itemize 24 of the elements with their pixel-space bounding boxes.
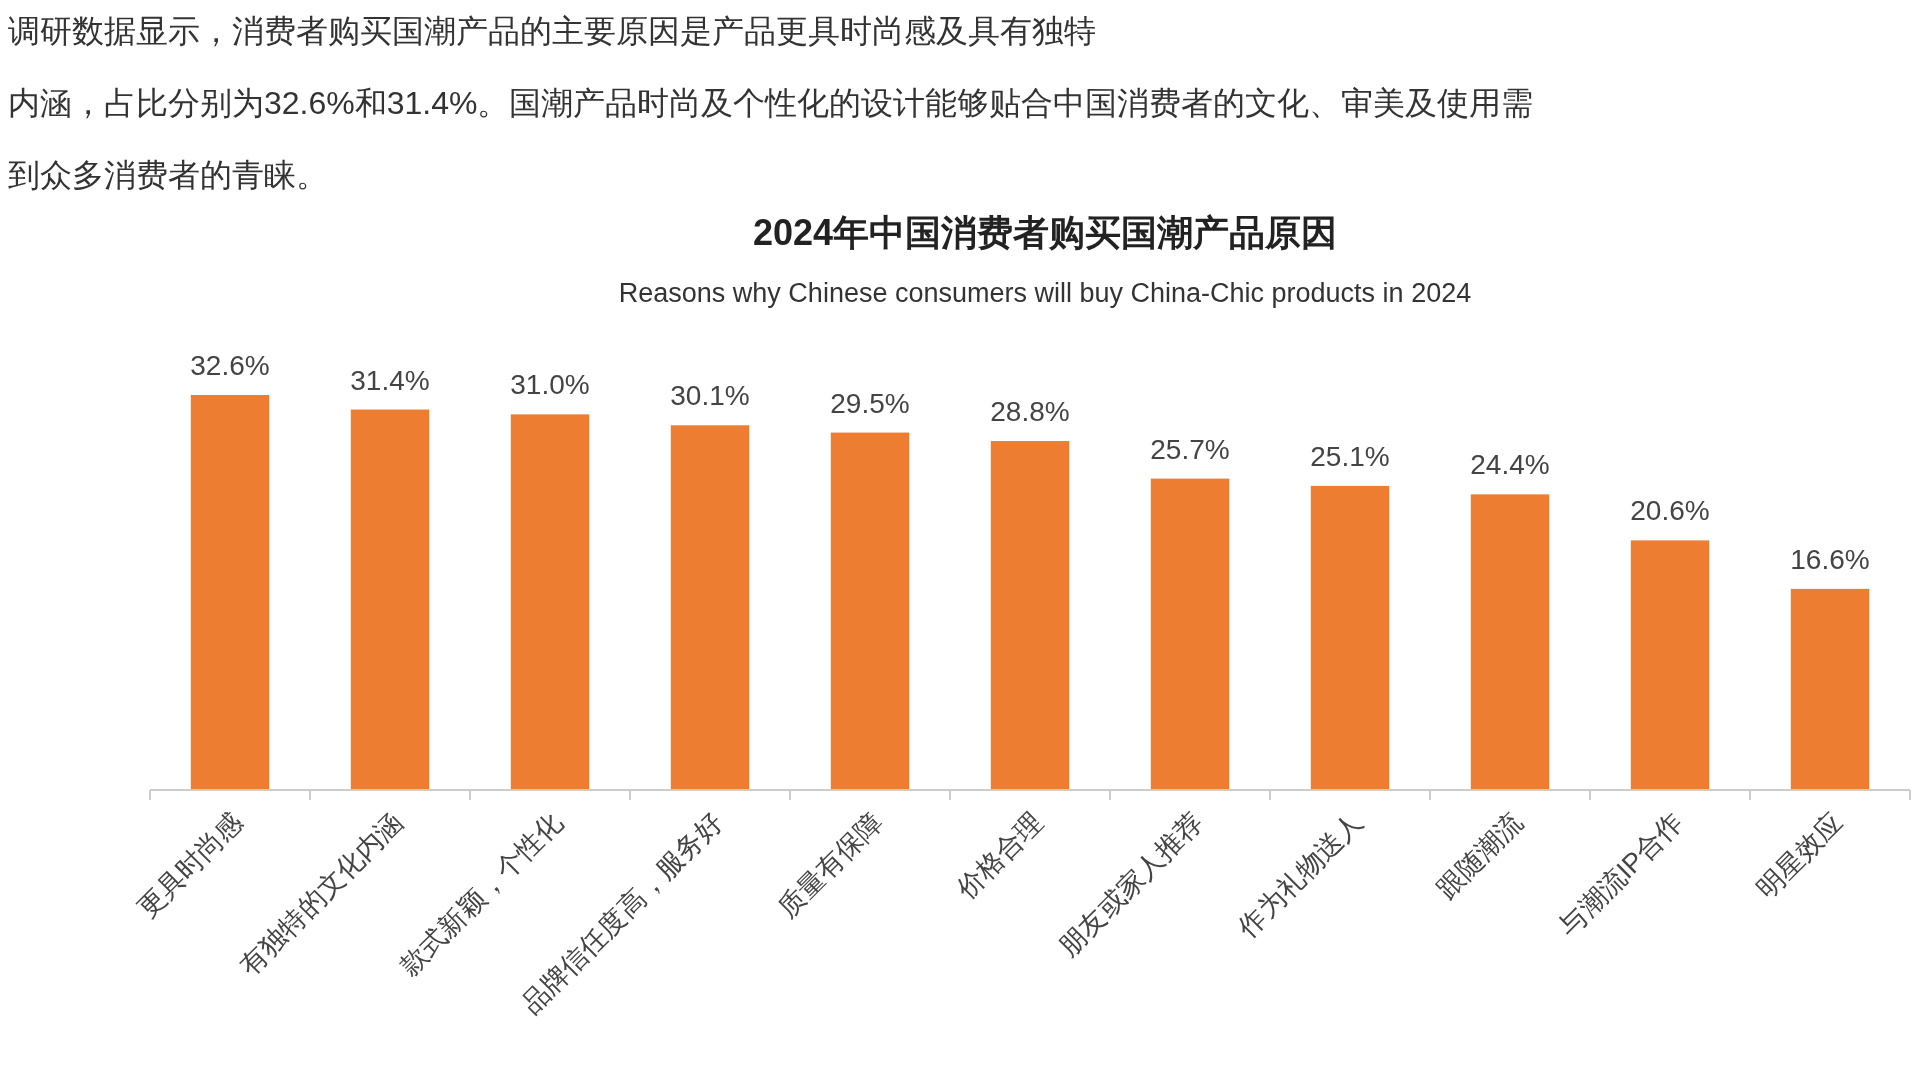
x-tick-label: 朋友或家人推荐 — [1053, 807, 1209, 962]
data-label: 32.6% — [190, 350, 270, 381]
data-label: 20.6% — [1630, 495, 1710, 527]
data-label: 31.0% — [510, 369, 590, 401]
chart-subtitle: Reasons why Chinese consumers will buy China-Chic products in 2024 — [618, 278, 1472, 308]
annotation: 调研数据显示，消费者购买国潮产品的主要原因是产品更具时尚感及具有独特 — [8, 13, 1096, 49]
data-label: 29.5% — [830, 387, 910, 419]
annotation: 到众多消费者的青睐。 — [8, 157, 328, 193]
chart-title: 2024年中国消费者购买国潮产品原因 — [752, 212, 1338, 253]
x-tick-label: 质量有保障 — [771, 807, 889, 924]
x-tick-label: 明星效应 — [1750, 807, 1849, 905]
data-label: 30.1% — [670, 380, 750, 412]
annotation: 内涵，占比分别为32.6%和31.4%。国潮产品时尚及个性化的设计能够贴合中国消费者的文化、审美及使用需 — [8, 85, 1534, 121]
x-tick-label: 更具时尚感 — [131, 807, 249, 924]
data-label: 28.8% — [990, 396, 1070, 428]
x-tick-label: 价格合理 — [949, 807, 1049, 906]
data-label: 25.1% — [1310, 440, 1390, 472]
x-tick-label: 跟随潮流 — [1430, 807, 1529, 905]
x-tick-label: 与潮流IP合作 — [1553, 807, 1689, 942]
data-label: 24.4% — [1470, 449, 1550, 481]
data-label: 31.4% — [350, 364, 430, 396]
data-label: 25.7% — [1150, 433, 1230, 465]
x-tick-label: 作为礼物送人 — [1231, 807, 1369, 944]
data-label: 16.6% — [1790, 543, 1870, 575]
